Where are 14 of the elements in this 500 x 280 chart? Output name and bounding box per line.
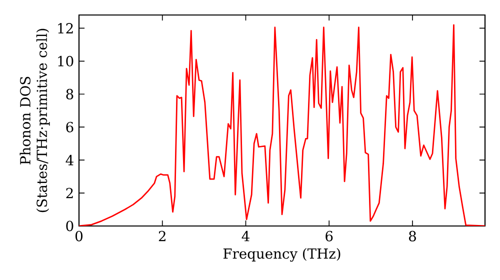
y-tick-label: 2 xyxy=(66,188,73,198)
y-tick-label: 10 xyxy=(58,56,74,66)
x-axis-title: Frequency (THz) xyxy=(223,248,340,262)
y-tick-label: 6 xyxy=(66,122,74,132)
y-tick-label: 0 xyxy=(66,220,74,232)
y-tick-label: 4 xyxy=(66,154,74,166)
y-axis-title: Phonon DOS (States/THz·primitive cell) xyxy=(20,28,50,212)
x-tick-label: 0 xyxy=(76,230,82,242)
x-tick-label: 4 xyxy=(242,230,250,242)
x-tick-label: 8 xyxy=(409,230,416,242)
x-tick-label: 6 xyxy=(326,230,333,242)
y-tick-label: 8 xyxy=(66,88,74,100)
y-tick-label: 12 xyxy=(58,23,73,34)
x-tick-label: 2 xyxy=(158,230,166,242)
